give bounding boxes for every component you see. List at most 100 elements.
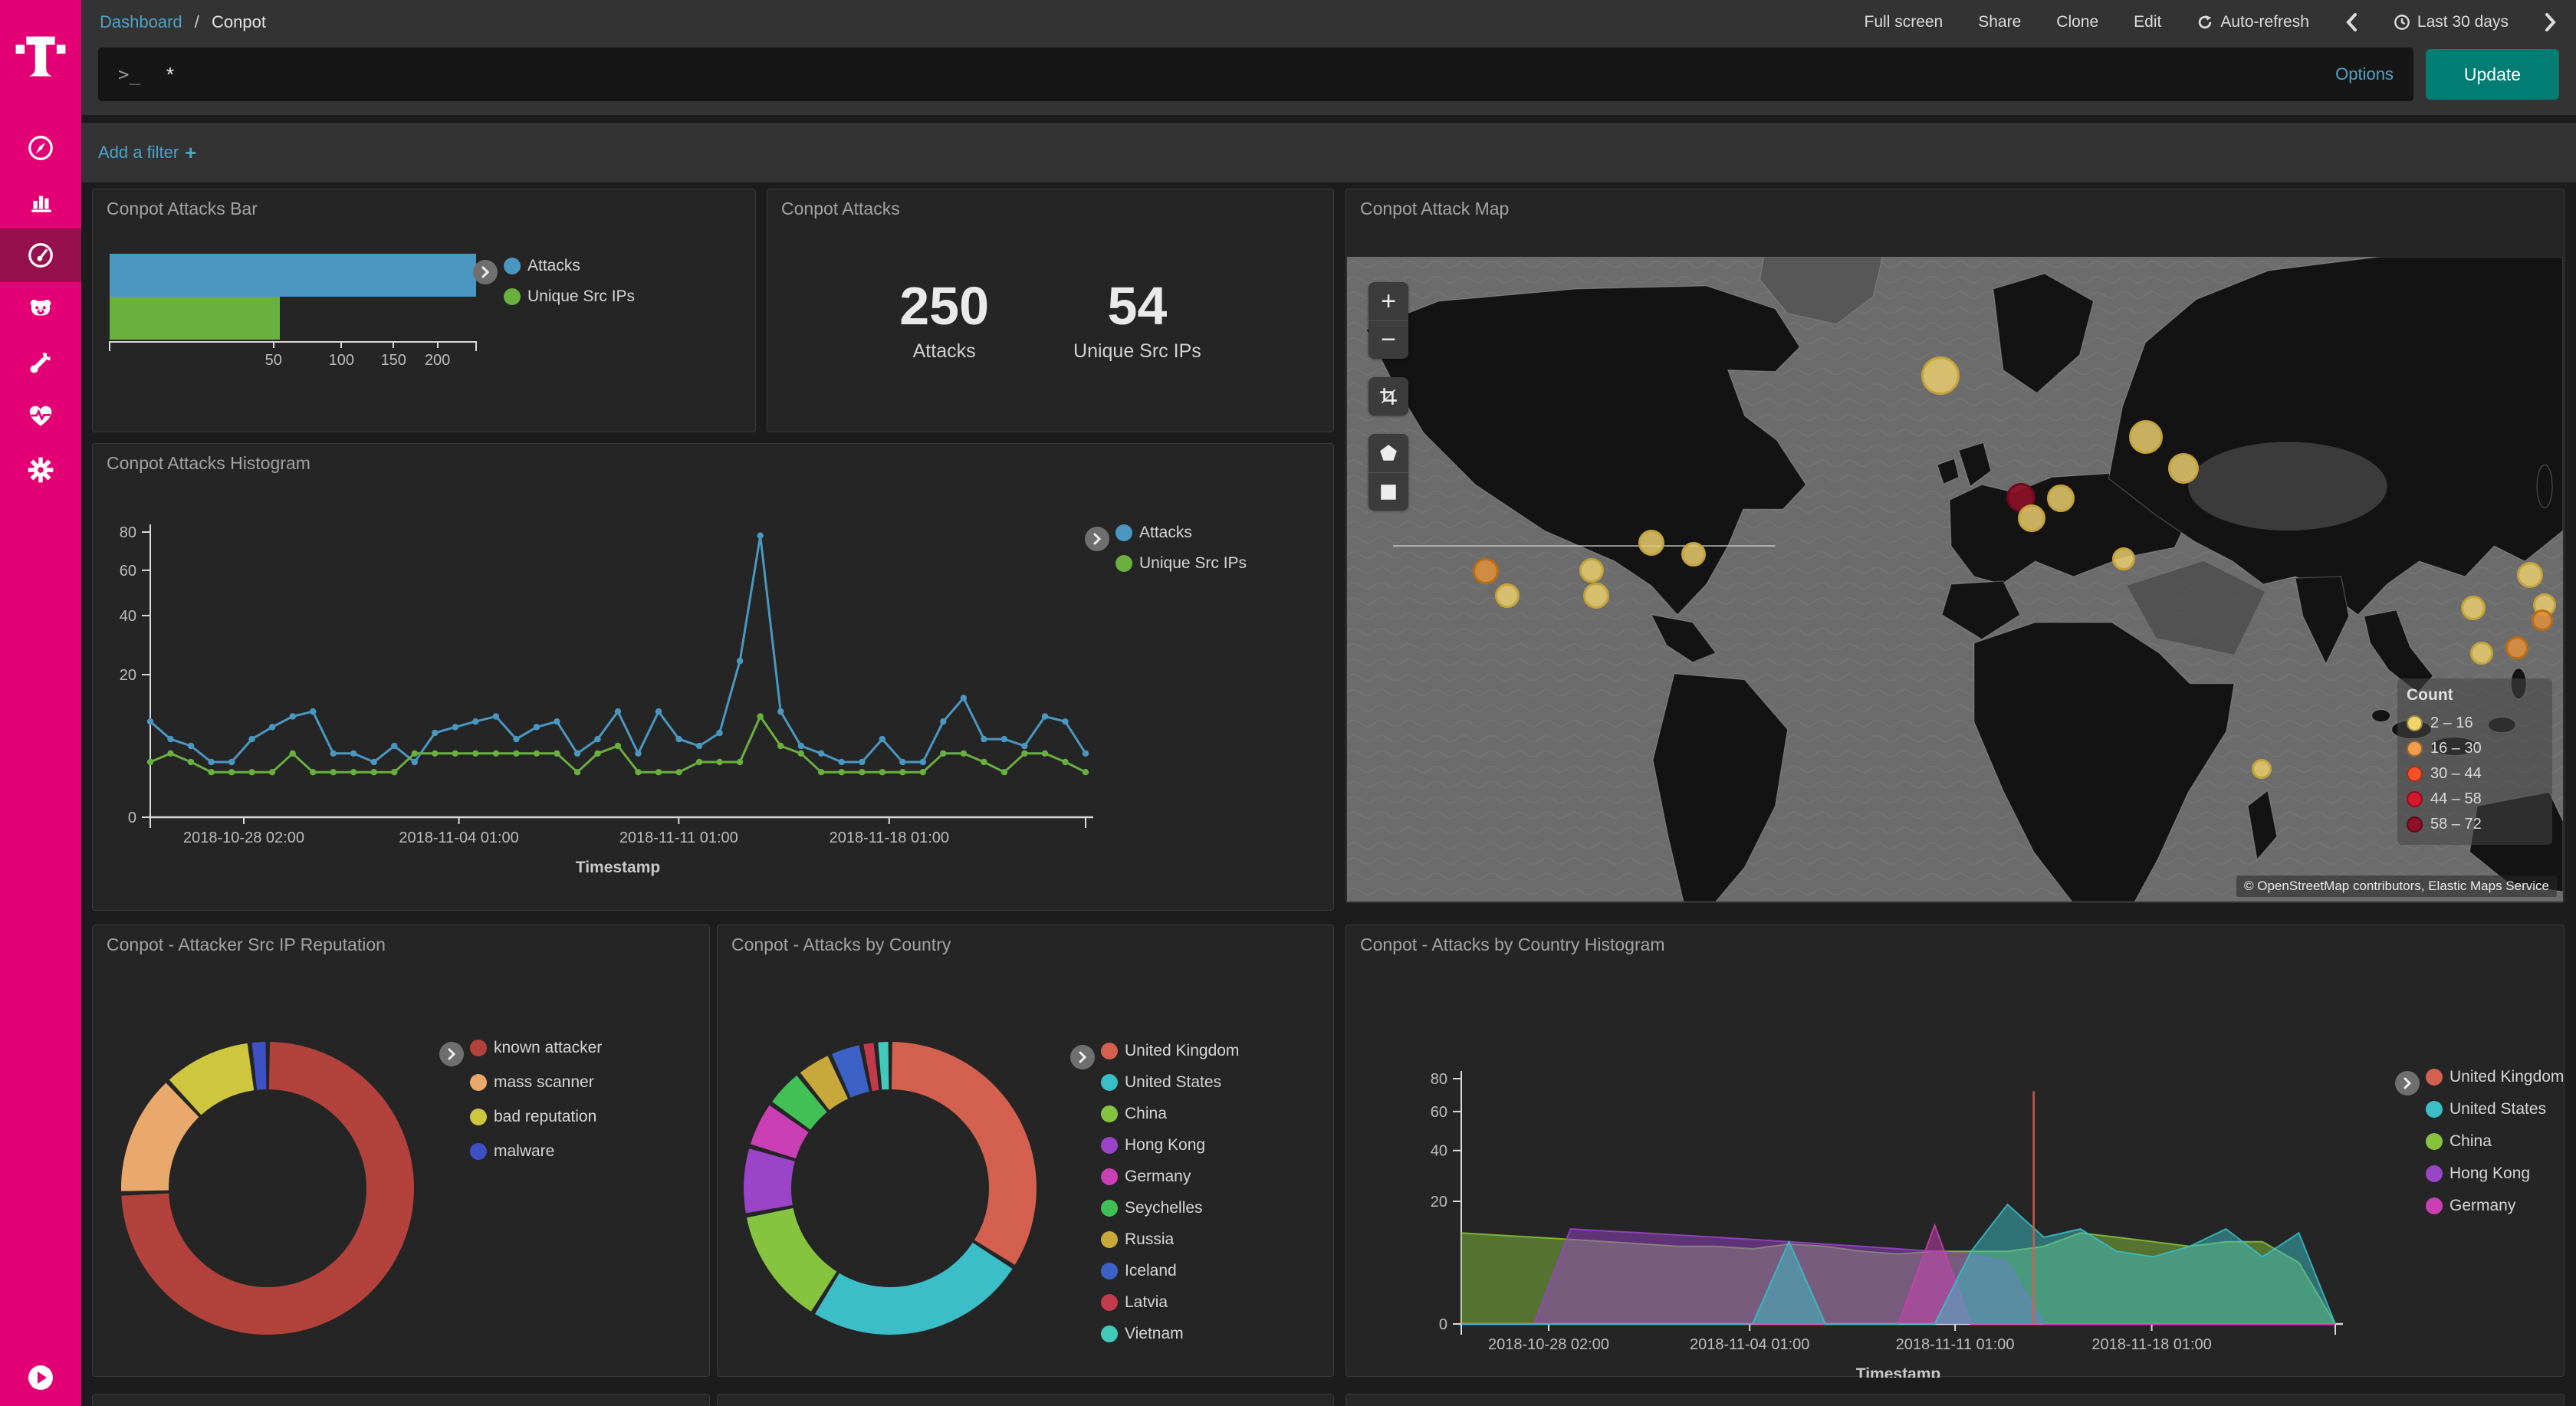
data-point[interactable] [350, 769, 357, 776]
attack-bubble[interactable] [1583, 582, 1610, 609]
data-point[interactable] [614, 708, 622, 715]
data-point[interactable] [919, 769, 927, 776]
bar-Unique Src IPs[interactable] [110, 297, 281, 340]
data-point[interactable] [268, 769, 276, 776]
expand-legend-icon[interactable] [473, 260, 498, 284]
attack-bubble[interactable] [1921, 356, 1960, 395]
data-point[interactable] [472, 718, 479, 725]
attack-bubble[interactable] [2017, 504, 2045, 532]
data-point[interactable] [838, 758, 845, 766]
donut-slice-United States[interactable] [744, 1042, 1037, 1335]
data-point[interactable] [289, 713, 296, 720]
data-point[interactable] [960, 750, 968, 757]
legend-item[interactable]: China [2426, 1132, 2564, 1151]
legend-item[interactable]: Germany [1101, 1168, 1239, 1186]
data-point[interactable] [472, 750, 479, 757]
data-point[interactable] [940, 718, 947, 725]
full-screen-button[interactable]: Full screen [1864, 13, 1944, 31]
data-point[interactable] [1001, 735, 1008, 743]
data-point[interactable] [736, 658, 744, 665]
donut-slice-Hong Kong[interactable] [744, 1042, 1037, 1335]
data-point[interactable] [370, 769, 377, 776]
data-point[interactable] [391, 769, 398, 776]
data-point[interactable] [594, 735, 601, 743]
sidebar-item-heartbeat[interactable] [0, 389, 81, 443]
time-next-button[interactable] [2544, 12, 2558, 32]
donut-slice-United Kingdom[interactable] [744, 1042, 1037, 1335]
data-point[interactable] [573, 750, 581, 757]
sidebar-item-gauge[interactable] [0, 228, 81, 282]
data-point[interactable] [248, 735, 255, 743]
attack-bubble[interactable] [1638, 530, 1664, 557]
data-point[interactable] [228, 758, 235, 766]
data-point[interactable] [1001, 769, 1008, 776]
data-point[interactable] [859, 758, 866, 766]
expand-legend-icon[interactable] [1070, 1045, 1095, 1069]
attack-bubble[interactable] [2469, 642, 2493, 665]
legend-item[interactable]: Unique Src IPs [504, 287, 635, 306]
attack-bubble[interactable] [2517, 561, 2544, 588]
legend-item[interactable]: United States [1101, 1073, 1239, 1092]
attack-bubble[interactable] [1472, 557, 1499, 584]
data-point[interactable] [187, 742, 195, 750]
attack-bubble[interactable] [2112, 547, 2136, 570]
data-point[interactable] [757, 713, 764, 720]
data-point[interactable] [960, 695, 968, 701]
bar-Attacks[interactable] [110, 254, 476, 297]
donut-slice-known attacker[interactable] [121, 1042, 414, 1335]
data-point[interactable] [370, 758, 377, 766]
data-point[interactable] [228, 769, 235, 776]
data-point[interactable] [940, 750, 947, 757]
data-point[interactable] [268, 724, 276, 731]
sidebar-item-compass[interactable] [0, 121, 81, 175]
sidebar-item-wrench[interactable] [0, 336, 81, 389]
query-options-link[interactable]: Options [2335, 64, 2394, 84]
data-point[interactable] [411, 758, 418, 766]
legend-item[interactable]: Hong Kong [2426, 1165, 2564, 1183]
legend-item[interactable]: Vietnam [1101, 1325, 1239, 1343]
attack-bubble[interactable] [2129, 420, 2163, 455]
map-canvas[interactable]: + − [1347, 257, 2563, 902]
attack-bubble[interactable] [1495, 583, 1520, 608]
time-range-picker[interactable]: Last 30 days [2394, 13, 2509, 31]
sidebar-item-bear[interactable] [0, 282, 81, 336]
data-point[interactable] [859, 769, 866, 776]
data-point[interactable] [310, 708, 317, 715]
data-point[interactable] [391, 742, 398, 750]
query-input[interactable]: >_ * Options [98, 48, 2413, 101]
data-point[interactable] [675, 769, 682, 776]
legend-item[interactable]: Latvia [1101, 1293, 1239, 1312]
legend-item[interactable]: Hong Kong [1101, 1136, 1239, 1155]
data-point[interactable] [1041, 750, 1049, 757]
data-point[interactable] [879, 769, 886, 776]
data-point[interactable] [797, 750, 804, 757]
data-point[interactable] [777, 742, 784, 750]
data-point[interactable] [635, 750, 642, 757]
zoom-in-button[interactable]: + [1368, 282, 1408, 320]
data-point[interactable] [492, 750, 500, 757]
data-point[interactable] [818, 750, 825, 757]
data-point[interactable] [289, 750, 296, 757]
data-point[interactable] [1062, 718, 1069, 725]
legend-item[interactable]: Attacks [1116, 524, 1247, 542]
data-point[interactable] [208, 758, 215, 766]
attack-bubble[interactable] [2046, 484, 2075, 512]
data-point[interactable] [1082, 750, 1089, 757]
sidebar-item-gear[interactable] [0, 443, 81, 497]
expand-legend-icon[interactable] [439, 1042, 464, 1066]
data-point[interactable] [1021, 750, 1028, 757]
data-point[interactable] [594, 750, 601, 757]
data-point[interactable] [167, 750, 174, 757]
data-point[interactable] [350, 750, 357, 757]
zoom-out-button[interactable]: − [1368, 320, 1408, 359]
legend-item[interactable]: malware [470, 1142, 602, 1161]
edit-button[interactable]: Edit [2134, 13, 2162, 31]
data-point[interactable] [757, 532, 764, 539]
data-point[interactable] [554, 718, 560, 725]
data-point[interactable] [981, 735, 987, 743]
map-attribution[interactable]: © OpenStreetMap contributors, Elastic Ma… [2236, 875, 2557, 897]
collapse-nav-button[interactable] [0, 1363, 81, 1392]
donut-slice-mass scanner[interactable] [121, 1042, 414, 1335]
data-point[interactable] [716, 729, 723, 737]
legend-item[interactable]: mass scanner [470, 1073, 602, 1092]
